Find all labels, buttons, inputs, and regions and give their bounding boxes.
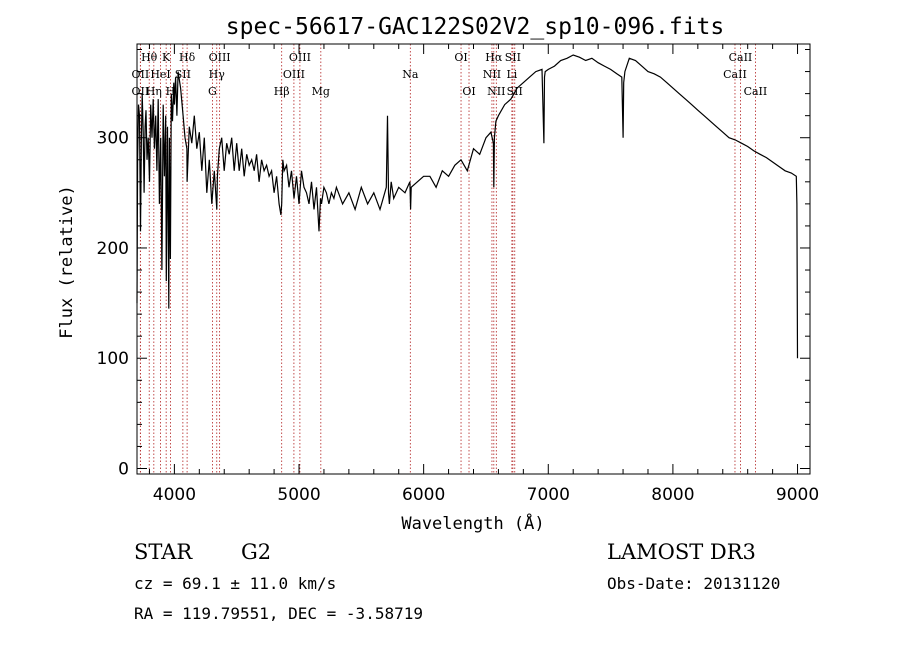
line-label-7: H	[166, 85, 176, 98]
redshift-text: cz = 69.1 ± 11.0 km/s	[134, 574, 337, 593]
line-label-2: OII	[132, 85, 150, 98]
obs-date-text: Obs-Date: 20131120	[607, 574, 781, 593]
spectral-line-markers	[139, 44, 756, 474]
survey-name: LAMOST DR3	[607, 540, 756, 564]
y-tick-label: 300	[97, 129, 129, 149]
line-label-18: OI	[462, 85, 475, 98]
x-axis-label: Wavelength (Å)	[401, 512, 544, 534]
y-tick-label: 200	[97, 239, 129, 259]
x-tick-label: 5000	[277, 485, 320, 505]
line-label-9: OIII	[209, 51, 231, 64]
line-label-16: Na	[402, 68, 419, 81]
line-label-22: Li	[506, 68, 517, 81]
spectrum-line	[136, 54, 799, 359]
line-label-21: NII	[483, 68, 501, 81]
axis-ticks: 4000 5000 6000 7000 8000 9000 0 100 200 300	[97, 44, 819, 505]
line-label-26: CaII	[723, 68, 747, 81]
x-tick-label: 8000	[651, 485, 694, 505]
line-label-0: Hθ	[141, 51, 158, 64]
line-label-3: K	[162, 51, 171, 64]
x-tick-label: 7000	[527, 485, 570, 505]
line-label-14: Hβ	[274, 85, 290, 98]
line-label-5: Hη	[146, 85, 162, 98]
line-label-27: CaII	[744, 85, 768, 98]
coordinates-text: RA = 119.79551, DEC = -3.58719	[134, 604, 423, 623]
chart-title: spec-56617-GAC122S02V2_sp10-096.fits	[226, 14, 725, 40]
x-tick-label: 9000	[776, 485, 819, 505]
x-tick-label: 4000	[153, 485, 196, 505]
line-label-15: Mg	[312, 85, 330, 98]
line-label-12: OIII	[289, 51, 311, 64]
line-label-4: HeI	[150, 68, 170, 81]
line-label-19: Hα	[485, 51, 503, 64]
y-tick-label: 100	[97, 349, 129, 369]
line-label-20: SII	[505, 51, 521, 64]
line-label-1: OII	[132, 68, 150, 81]
line-label-17: OI	[454, 51, 467, 64]
x-tick-label: 6000	[402, 485, 445, 505]
line-label-13: OIII	[283, 68, 305, 81]
object-subclass: G2	[241, 540, 272, 564]
spectral-line-labels: Hθ OII OII K HeI Hη SII H Hδ OIII Hγ G OIII OIII Hβ Mg N…	[132, 51, 768, 98]
line-label-25: CaII	[729, 51, 753, 64]
plot-frame	[136, 43, 811, 475]
y-axis-label: Flux (relative)	[57, 185, 77, 339]
y-tick-label: 0	[118, 459, 129, 479]
line-label-10: Hγ	[209, 68, 226, 81]
line-label-23: NII	[487, 85, 505, 98]
line-label-11: G	[208, 85, 217, 98]
line-label-8: Hδ	[179, 51, 196, 64]
line-label-6: SII	[175, 68, 191, 81]
object-class: STAR	[134, 540, 193, 564]
